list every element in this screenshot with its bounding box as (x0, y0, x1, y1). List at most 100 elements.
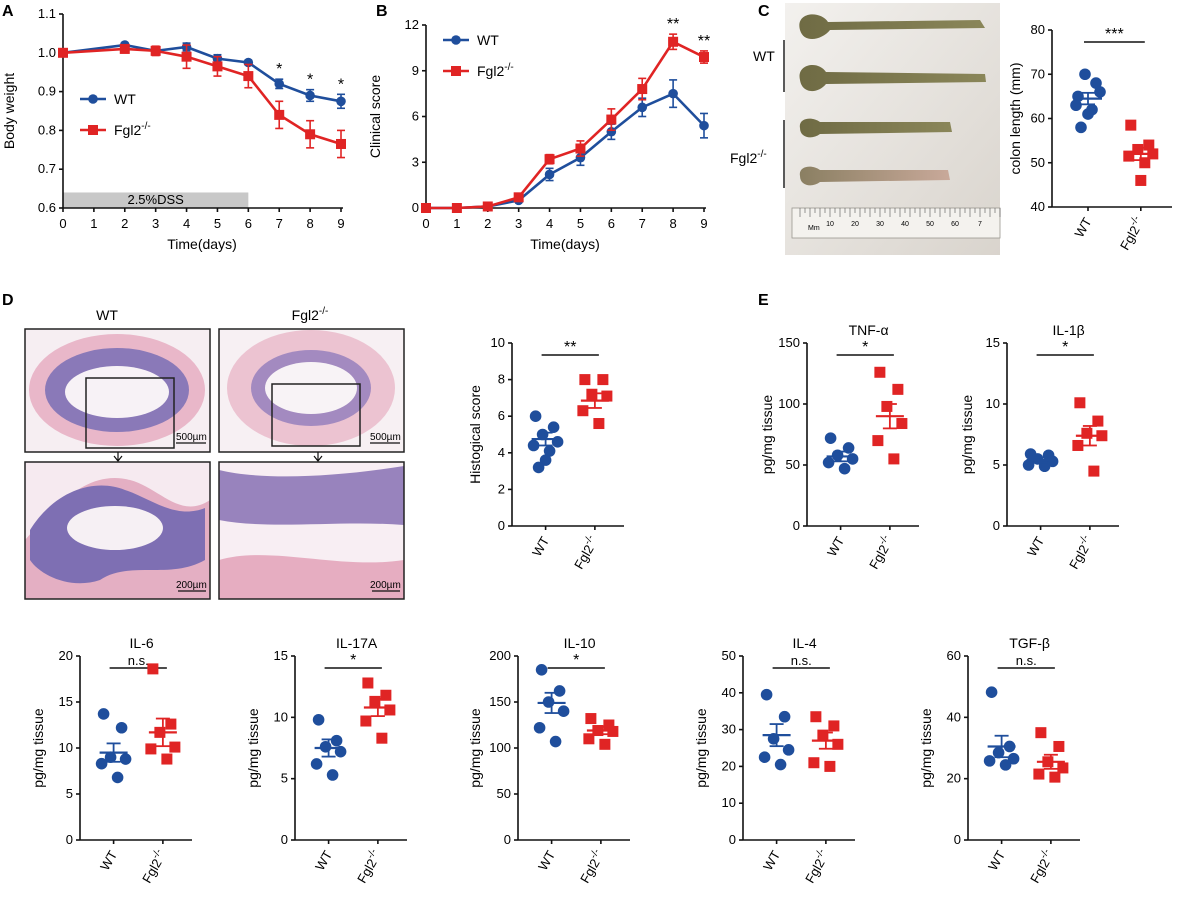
y-tick-label: 5 (993, 457, 1000, 472)
data-point-wt (527, 439, 540, 452)
data-point-wt (326, 769, 339, 781)
data-point-wt (668, 88, 678, 99)
x-tick-label: 8 (669, 216, 676, 231)
significance-mark: *** (1105, 26, 1124, 43)
chart-colon-length: 40 50 60 70 80 WT Fgl2-/- colon length (mm) *** (1007, 22, 1172, 253)
y-tick-label: 60 (1031, 111, 1045, 126)
ruler-label: 30 (876, 221, 884, 228)
y-tick-label: 100 (778, 396, 800, 411)
x-axis-title: Time(days) (167, 236, 237, 252)
y-tick-label: 15 (986, 335, 1000, 350)
data-point-wt (774, 758, 787, 771)
y-tick-label: 15 (274, 648, 288, 663)
panel-letter-c: C (758, 3, 770, 20)
histology-title-wt: WT (96, 307, 118, 323)
series-line-wt (426, 92, 705, 210)
data-point-wt (575, 152, 586, 163)
significance-mark: * (276, 61, 282, 78)
y-tick-label: 3 (412, 154, 419, 169)
y-tick-label: 2 (498, 481, 505, 496)
colon-wt-1 (799, 14, 985, 40)
x-tick-label: 8 (306, 216, 313, 231)
y-tick-label: 50 (786, 457, 800, 472)
x-tick-label: 1 (90, 216, 97, 231)
legend-label-fgl2: Fgl2-/- (477, 62, 514, 79)
data-point-wt (535, 664, 548, 676)
data-point-wt (274, 79, 285, 89)
tissue-ko-zoom-mucosa (219, 466, 404, 525)
legend-marker-wt (451, 35, 461, 45)
y-tick-label: 0 (954, 832, 961, 847)
x-tick-label: WT (1024, 534, 1047, 559)
data-point-fgl2 (1132, 143, 1144, 155)
data-point-fgl2 (119, 43, 130, 54)
data-point-wt (551, 436, 564, 448)
data-point-fgl2 (606, 114, 617, 125)
data-point-wt (549, 735, 562, 748)
significance-mark: ** (667, 16, 679, 33)
chart-title: TNF-α (849, 322, 889, 338)
x-tick-label: 9 (337, 216, 344, 231)
y-tick-label: 50 (1031, 155, 1045, 170)
x-tick-label: 2 (121, 216, 128, 231)
y-tick-label: 12 (405, 17, 419, 32)
x-tick-label: 7 (276, 216, 283, 231)
data-point-fgl2 (362, 677, 374, 689)
data-point-fgl2 (212, 61, 223, 72)
panel-letter-a: A (2, 3, 14, 20)
legend-label-wt: WT (477, 32, 499, 48)
x-tick-label: 1 (453, 216, 460, 231)
data-point-fgl2 (810, 711, 822, 723)
y-tick-label: 5 (66, 786, 73, 801)
y-tick-label: 15 (59, 694, 73, 709)
data-point-fgl2 (1143, 139, 1155, 151)
significance-mark: ** (698, 33, 710, 50)
data-point-fgl2 (1081, 427, 1093, 439)
data-point-fgl2 (583, 733, 595, 745)
chart-il-17a: 0 5 10 15 WT Fgl2-/- pg/mg tissue IL-17A* (245, 635, 407, 886)
data-point-fgl2 (421, 203, 431, 213)
ruler-label: 7 (978, 221, 982, 228)
x-tick-label: Fgl2-/- (575, 847, 607, 886)
y-tick-label: 10 (59, 740, 73, 755)
x-tick-label: WT (824, 534, 847, 559)
data-point-wt (544, 169, 555, 180)
data-point-fgl2 (1035, 727, 1047, 739)
y-tick-label: 10 (274, 709, 288, 724)
y-tick-label: 40 (722, 685, 736, 700)
data-point-fgl2 (577, 405, 589, 417)
y-tick-label: 200 (489, 648, 511, 663)
ruler-label: 40 (901, 221, 909, 228)
y-axis-title: pg/mg tissue (693, 708, 709, 788)
x-tick-label: WT (1071, 215, 1094, 240)
zoom-box-wt (85, 377, 175, 449)
scale-label-wt-zoom: 200µm (176, 580, 207, 591)
x-tick-label: WT (97, 848, 120, 873)
tissue-wt-lumen (65, 366, 169, 418)
y-tick-label: 70 (1031, 66, 1045, 81)
significance-mark: * (573, 652, 579, 669)
y-tick-label: 10 (722, 795, 736, 810)
data-point-fgl2 (586, 388, 598, 400)
data-point-fgl2 (881, 400, 893, 412)
chart-title: IL-6 (130, 635, 154, 651)
data-point-fgl2 (376, 732, 388, 744)
data-point-fgl2 (601, 390, 613, 402)
data-point-wt (330, 734, 343, 747)
data-point-fgl2 (1049, 771, 1061, 783)
data-point-fgl2 (243, 71, 254, 82)
scale-label-wt-overview: 500µm (176, 432, 207, 443)
data-point-fgl2 (637, 84, 648, 95)
data-point-fgl2 (1088, 465, 1100, 477)
legend-marker-wt (88, 94, 98, 104)
x-tick-label: WT (529, 534, 552, 559)
data-point-fgl2 (1092, 415, 1104, 427)
data-point-fgl2 (360, 715, 372, 727)
x-tick-label: Fgl2-/- (569, 533, 601, 572)
y-tick-label: 1.0 (38, 45, 56, 60)
x-tick-label: 4 (183, 216, 190, 231)
arrow-down-icon (313, 452, 323, 462)
tissue-wt-zoom-lumen (67, 506, 163, 550)
data-point-wt (111, 771, 124, 784)
